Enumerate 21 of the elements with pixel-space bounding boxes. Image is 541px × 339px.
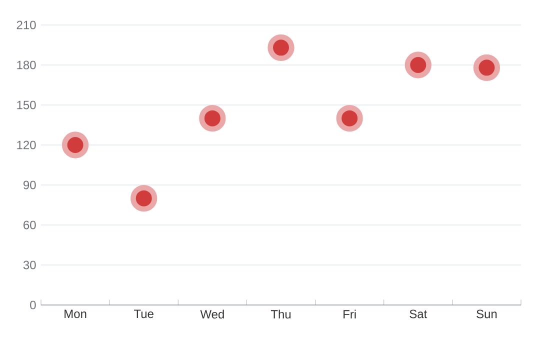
y-tick-label: 0 <box>30 300 36 310</box>
x-tick-label: Sun <box>476 310 497 318</box>
x-tick-label: Wed <box>200 310 224 319</box>
x-tick-label: Tue <box>134 310 154 318</box>
y-tick-label: 180 <box>17 60 36 70</box>
x-tick-label: Mon <box>64 310 86 318</box>
x-tick-label: Thu <box>270 310 291 319</box>
point <box>336 104 363 132</box>
y-tick-label: 60 <box>24 220 36 230</box>
point <box>62 132 89 158</box>
point <box>130 184 158 212</box>
point <box>199 104 226 132</box>
point <box>268 34 294 61</box>
x-tick-label: Sat <box>410 310 428 318</box>
point <box>404 52 432 78</box>
y-tick-label: 90 <box>24 180 36 190</box>
y-tick-label: 30 <box>23 260 36 270</box>
x-tick-label: Fri <box>344 310 356 318</box>
y-tick-label: 120 <box>17 140 36 150</box>
y-tick-label: 150 <box>17 100 36 110</box>
y-tick-label: 210 <box>16 20 36 30</box>
